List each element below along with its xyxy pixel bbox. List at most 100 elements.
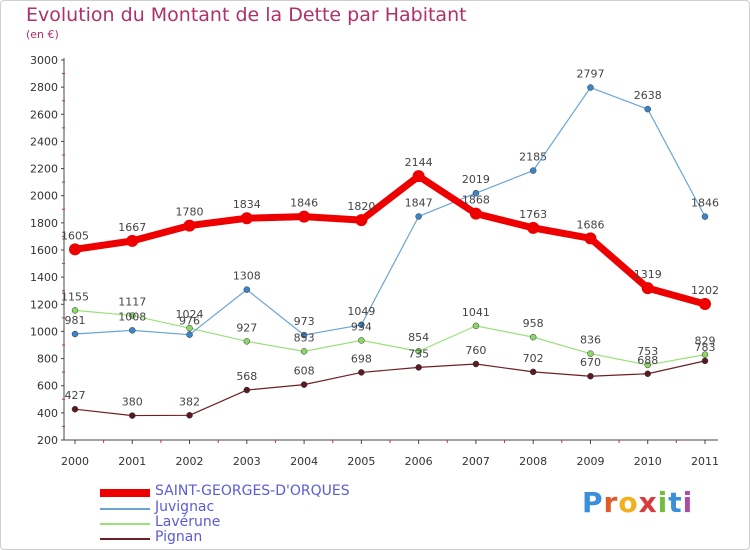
x-tick-label: 2002 [176,455,204,468]
data-point [300,381,308,388]
data-label: 608 [294,365,315,378]
data-point [529,368,537,376]
data-point [300,331,308,339]
data-label: 976 [179,315,200,328]
data-label: 1834 [233,198,261,211]
data-point [472,360,480,368]
legend-label: SAINT-GEORGES-D'ORQUES [155,483,350,499]
data-label: 1319 [634,268,662,281]
data-point [644,370,651,378]
y-tick-label: 400 [37,407,58,420]
data-point [186,324,193,332]
data-label: 853 [294,331,315,344]
data-point [126,234,139,247]
data-point [358,321,365,329]
data-label: 698 [351,352,372,365]
data-label: 2185 [519,151,547,164]
data-point [584,232,597,245]
legend-label: Pignan [155,529,203,545]
data-point [529,333,537,341]
data-label: 760 [465,344,486,357]
data-point [472,189,480,197]
proxiti-logo: Proxiti [582,486,693,519]
data-label: 836 [580,334,601,347]
data-point [358,337,365,344]
legend-swatch [100,489,150,497]
data-point [587,372,594,380]
logo-letter: i [682,486,694,519]
data-label: 427 [65,389,86,402]
data-label: 702 [523,352,544,365]
data-point [183,219,196,232]
data-label: 1780 [176,206,204,219]
data-point [243,286,251,293]
data-label: 1686 [576,218,604,231]
data-point [129,327,136,334]
y-tick-label: 2200 [30,163,58,176]
data-point [701,357,709,365]
data-label: 753 [637,345,658,358]
data-label: 934 [351,320,372,333]
logo-letter: x [638,486,658,519]
data-label: 2638 [634,89,662,102]
data-point [701,213,709,220]
data-label: 2144 [405,156,433,169]
data-point [699,298,711,311]
data-point [69,243,81,256]
data-point [243,338,251,345]
y-tick-label: 800 [37,353,58,366]
data-point [415,213,422,220]
data-label: 1763 [519,208,547,221]
data-label: 1820 [347,200,375,213]
data-point [358,369,365,376]
x-tick-label: 2010 [634,455,662,468]
data-label: 1024 [176,308,204,321]
y-tick-label: 2600 [30,108,58,121]
x-tick-label: 2001 [118,455,146,468]
y-tick-label: 1800 [30,217,58,230]
series-line [74,360,706,417]
data-label: 2797 [576,68,604,81]
x-tick-label: 2009 [576,455,604,468]
data-label: 1846 [691,197,719,210]
data-point [415,364,422,371]
logo-letter: P [582,486,604,519]
data-label: 688 [637,354,658,367]
data-label: 735 [408,347,429,360]
data-point [469,207,482,220]
x-tick-label: 2000 [61,455,89,468]
data-label: 1868 [462,194,490,207]
data-point [71,307,79,314]
data-label: 670 [580,356,601,369]
data-point [587,84,594,91]
legend-swatch [100,538,150,540]
data-point [129,312,136,319]
data-point [129,412,136,419]
data-label: 1117 [118,296,146,309]
data-point [298,210,311,223]
data-label: 1308 [233,270,261,283]
data-point [300,348,308,355]
data-label: 1847 [405,196,433,209]
logo-letter: r [603,486,619,519]
data-label: 568 [236,370,257,383]
data-label: 1008 [118,310,146,323]
data-point [412,170,425,183]
data-point [71,330,79,338]
y-tick-label: 1400 [30,271,58,284]
data-label: 854 [408,331,429,344]
data-label: 1605 [61,229,89,242]
data-point [240,212,253,225]
legend-swatch [100,508,150,510]
logo-letter: t [668,486,683,519]
x-tick-label: 2007 [462,455,490,468]
x-tick-label: 2006 [405,455,433,468]
legend-label: Lavérune [155,514,221,530]
data-label: 927 [236,321,257,334]
logo-letter: o [618,486,639,519]
x-tick-label: 2011 [691,455,719,468]
y-tick-label: 1600 [30,244,58,257]
y-tick-label: 1200 [30,298,58,311]
